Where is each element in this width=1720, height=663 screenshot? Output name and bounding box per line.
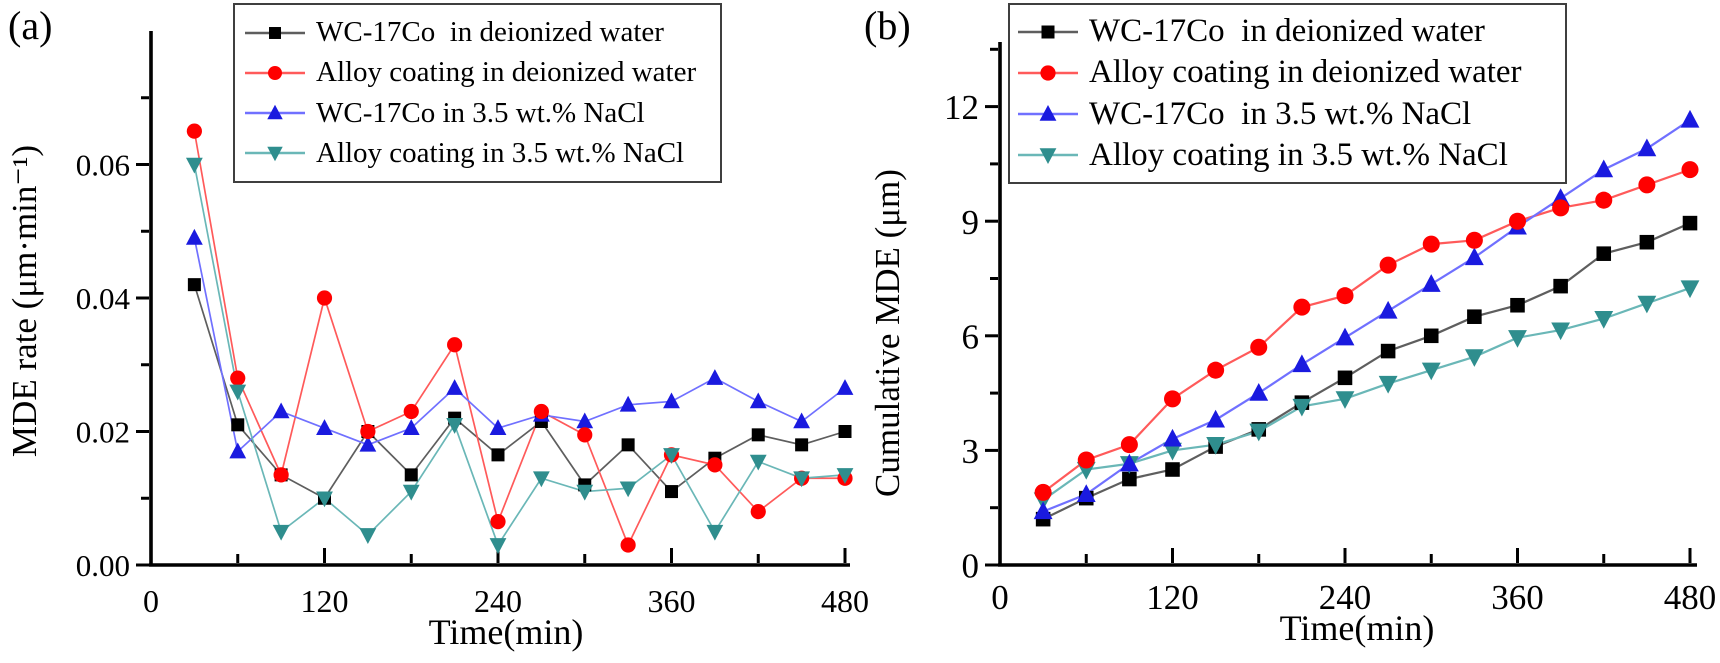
panel-b-y-axis-title: Cumulative MDE (μm) bbox=[868, 169, 907, 497]
legend-triangle-down-marker-icon bbox=[245, 146, 305, 162]
panel-b-legend: WC-17Co in deionized water Alloy coating… bbox=[1008, 3, 1567, 184]
panel-b-x-tick-label: 240 bbox=[1319, 578, 1372, 617]
panel-b-y-tick-label: 9 bbox=[962, 203, 980, 242]
panel-a-label: (a) bbox=[8, 3, 53, 48]
panel-a-y-tick-label: 0.02 bbox=[76, 415, 130, 450]
legend-label: Alloy coating in deionized water bbox=[1089, 54, 1522, 91]
panel-a-x-tick-label: 480 bbox=[821, 583, 869, 619]
panel-b-series-markers-3 bbox=[1033, 280, 1700, 511]
legend-circle-marker-icon bbox=[245, 65, 305, 80]
panel-b-y-tick-label: 6 bbox=[962, 317, 980, 356]
legend-label: Alloy coating in 3.5 wt.% NaCl bbox=[316, 136, 685, 169]
panel-a-y-axis-title: MDE rate (μm·min⁻¹) bbox=[5, 144, 44, 458]
panel-b-axes bbox=[998, 42, 1697, 567]
panel-b-x-ticks bbox=[998, 548, 1692, 563]
legend-label: WC-17Co in deionized water bbox=[316, 16, 664, 49]
panel-a-series-line-0 bbox=[193, 284, 846, 500]
panel-b-x-tick-label: 120 bbox=[1146, 578, 1199, 617]
legend-item: WC-17Co in deionized water bbox=[1016, 15, 1565, 48]
legend-label: WC-17Co in 3.5 wt.% NaCl bbox=[316, 96, 645, 129]
panel-a-series-line-1 bbox=[193, 130, 845, 548]
panel-b: 0 120 240 360 480 0 3 6 9 12 bbox=[944, 42, 1716, 617]
legend-square-marker-icon bbox=[245, 26, 305, 39]
panel-b-y-tick-label: 0 bbox=[962, 547, 980, 586]
panel-b-label: (b) bbox=[864, 3, 911, 48]
panel-a-series-line-2 bbox=[193, 237, 846, 454]
panel-a-series-markers-3 bbox=[185, 157, 854, 554]
panel-a-series-line-3 bbox=[193, 164, 846, 547]
legend-triangle-up-marker-icon bbox=[1018, 105, 1078, 121]
panel-b-series-markers-0 bbox=[1035, 215, 1698, 527]
panel-a-series-markers-2 bbox=[185, 228, 854, 459]
panel-a-y-tick-label: 0.06 bbox=[76, 148, 130, 183]
legend-label: WC-17Co in 3.5 wt.% NaCl bbox=[1089, 95, 1472, 132]
panel-b-x-tick-label: 360 bbox=[1491, 578, 1544, 617]
panel-b-x-axis-title: Time(min) bbox=[1279, 608, 1435, 648]
legend-label: Alloy coating in 3.5 wt.% NaCl bbox=[1089, 136, 1508, 173]
panel-a-x-tick-label: 0 bbox=[143, 583, 159, 619]
panel-a: 0 120 240 360 480 0.00 0.02 0.04 0.06 bbox=[76, 31, 869, 619]
legend-triangle-down-marker-icon bbox=[1018, 148, 1078, 165]
panel-a-legend: WC-17Co in deionized water Alloy coating… bbox=[233, 3, 722, 183]
panel-a-x-tick-label: 120 bbox=[301, 583, 349, 619]
legend-label: Alloy coating in deionized water bbox=[316, 56, 697, 89]
legend-item: Alloy coating in 3.5 wt.% NaCl bbox=[1016, 136, 1565, 173]
legend-circle-marker-icon bbox=[1018, 65, 1078, 81]
legend-square-marker-icon bbox=[1018, 25, 1078, 39]
panel-a-x-tick-label: 240 bbox=[474, 583, 522, 619]
legend-item: Alloy coating in 3.5 wt.% NaCl bbox=[243, 136, 720, 169]
panel-a-y-tick-label: 0.04 bbox=[76, 281, 131, 316]
panel-b-series-line-2 bbox=[1042, 119, 1691, 513]
panel-b-series-line-3 bbox=[1042, 287, 1691, 501]
panel-b-y-tick-label: 3 bbox=[962, 432, 980, 471]
panel-b-series-markers-2 bbox=[1033, 109, 1700, 520]
panel-b-x-tick-label: 0 bbox=[991, 578, 1009, 617]
legend-triangle-up-marker-icon bbox=[245, 104, 305, 120]
legend-item: WC-17Co in 3.5 wt.% NaCl bbox=[1016, 95, 1565, 132]
legend-item: WC-17Co in deionized water bbox=[243, 18, 720, 47]
panel-a-series-markers-1 bbox=[186, 123, 853, 553]
panel-b-y-tick-label: 12 bbox=[944, 88, 979, 127]
panel-b-series-markers-1 bbox=[1034, 161, 1699, 501]
panel-a-y-tick-label: 0.00 bbox=[76, 548, 130, 583]
panel-b-x-tick-label: 480 bbox=[1664, 578, 1717, 617]
panel-a-y-ticks bbox=[136, 96, 149, 567]
panel-b-series-line-1 bbox=[1042, 168, 1691, 494]
panel-b-series-line-0 bbox=[1042, 222, 1691, 521]
legend-label: WC-17Co in deionized water bbox=[1089, 13, 1485, 50]
panel-b-y-ticks bbox=[985, 47, 998, 567]
legend-item: Alloy coating in deionized water bbox=[243, 58, 720, 87]
panel-a-x-axis-title: Time(min) bbox=[428, 612, 584, 652]
legend-item: WC-17Co in 3.5 wt.% NaCl bbox=[243, 96, 720, 129]
panel-a-x-tick-label: 360 bbox=[648, 583, 696, 619]
legend-item: Alloy coating in deionized water bbox=[1016, 56, 1565, 89]
panel-a-x-ticks bbox=[149, 548, 847, 563]
panel-a-axes bbox=[149, 31, 850, 567]
